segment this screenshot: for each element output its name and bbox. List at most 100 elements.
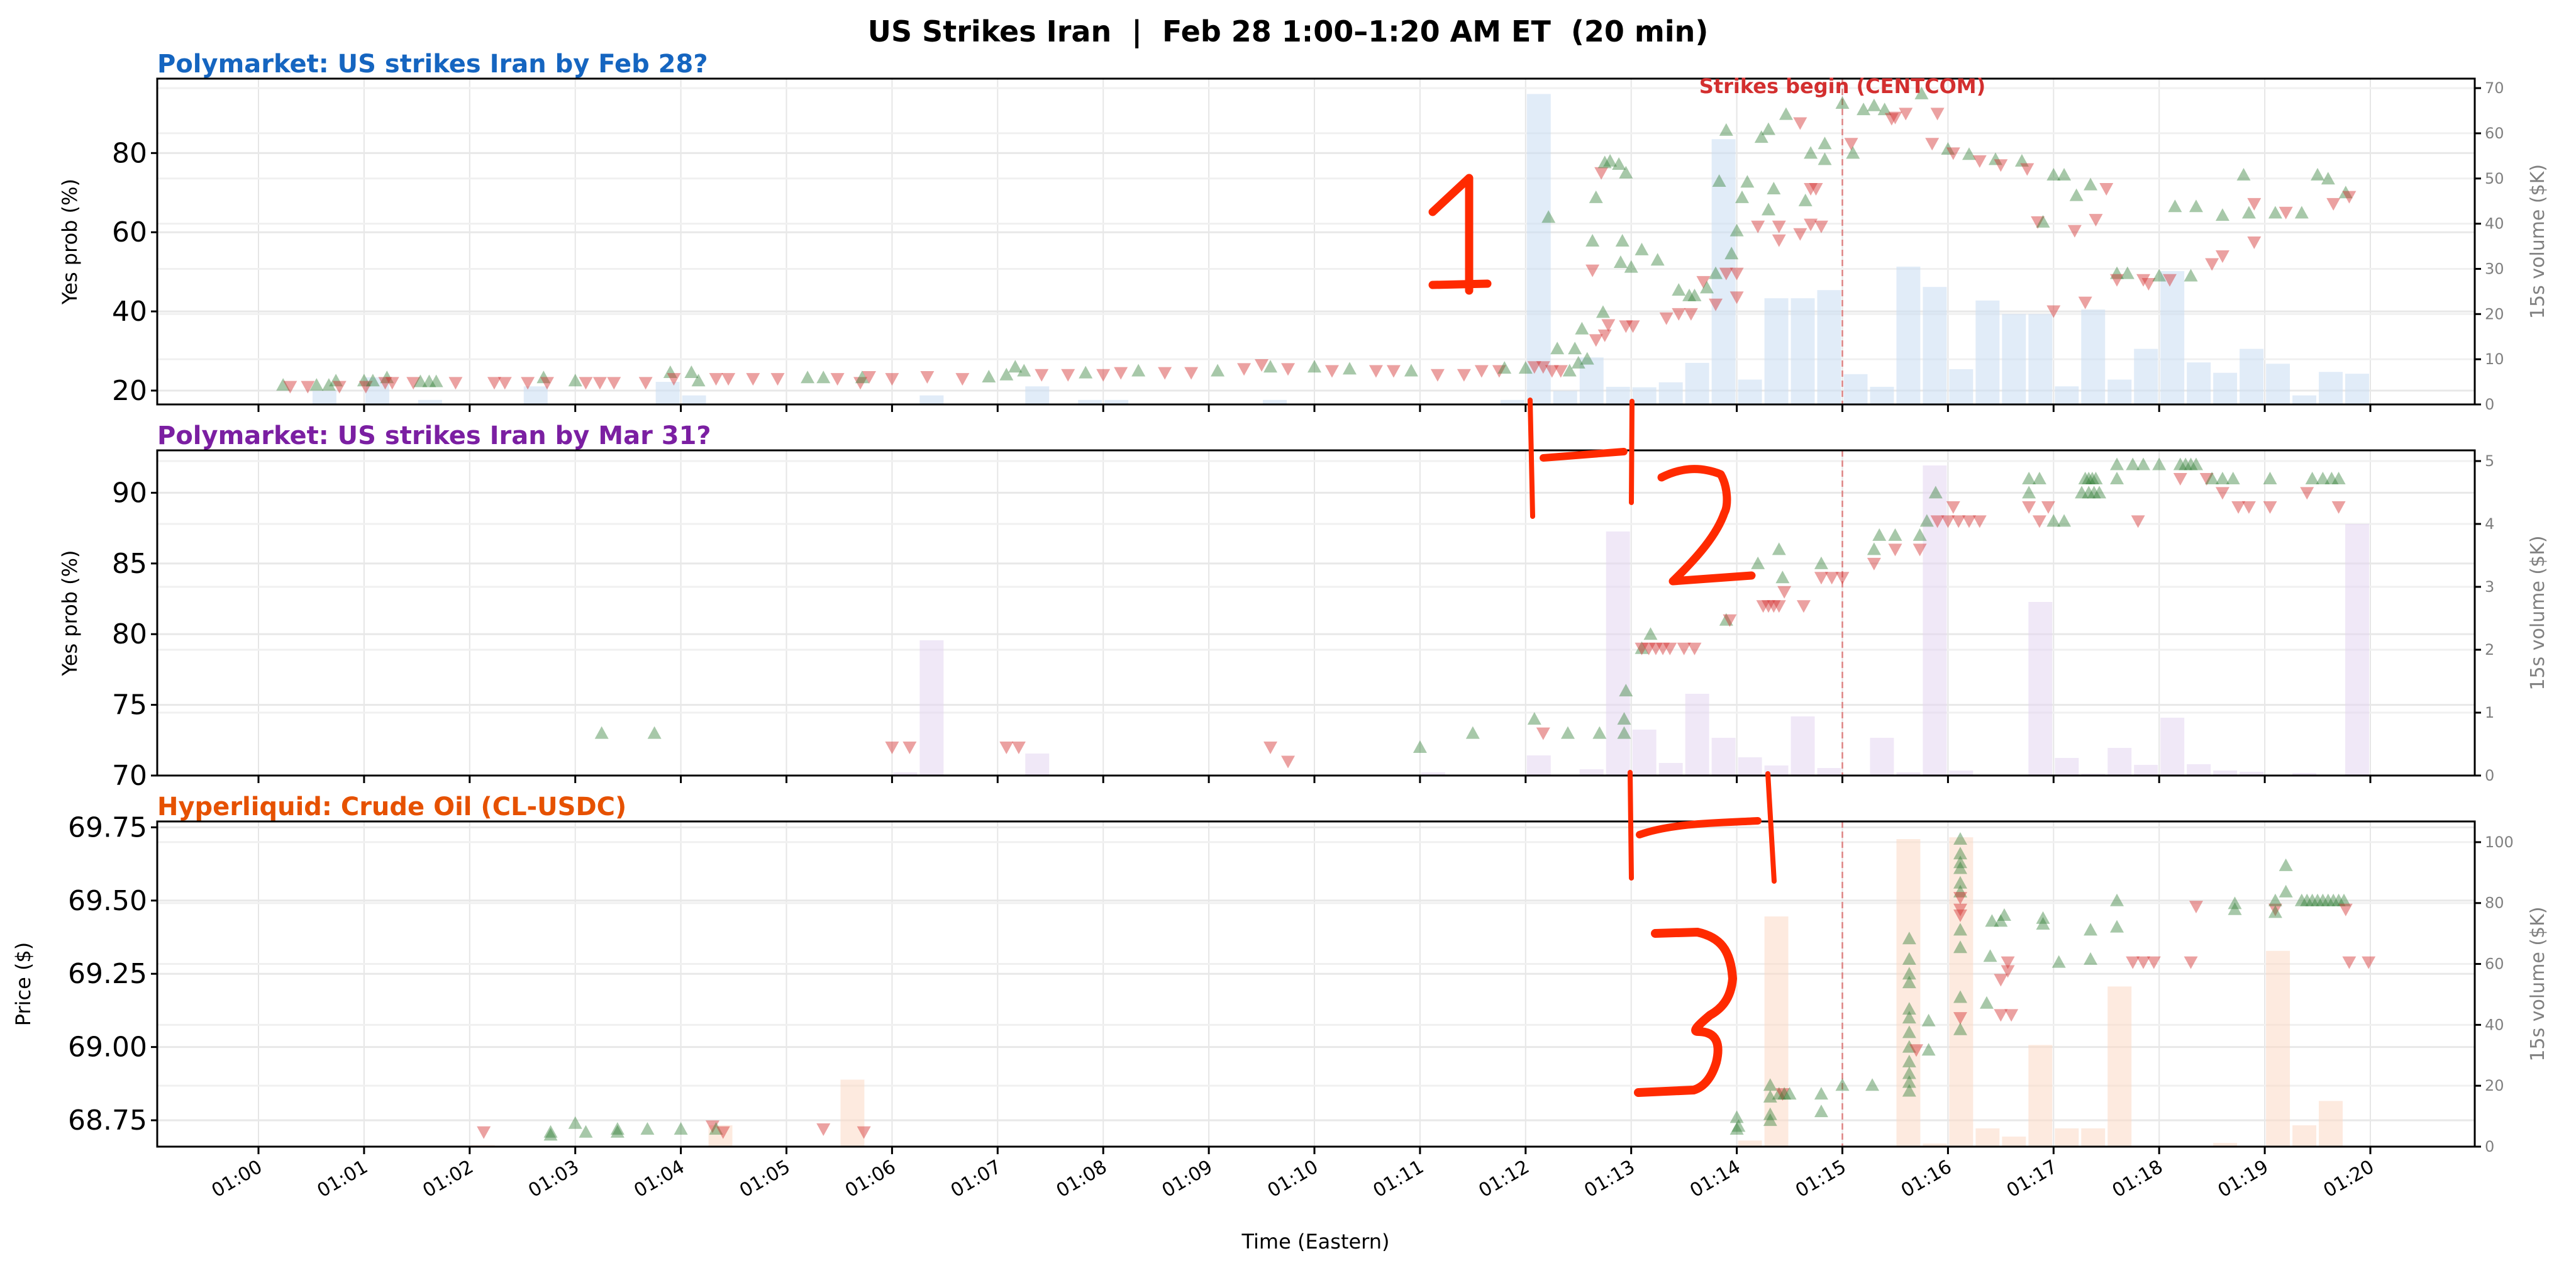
buy-trade-marker xyxy=(1772,1087,1786,1100)
volume-bar xyxy=(2055,1128,2079,1147)
buy-trade-marker xyxy=(1580,352,1594,365)
sell-trade-marker xyxy=(1867,557,1881,570)
buy-trade-marker xyxy=(2189,457,2203,470)
sell-trade-marker xyxy=(301,381,315,394)
sell-trade-marker xyxy=(830,373,845,386)
sell-trade-marker xyxy=(579,377,593,390)
volume-bar xyxy=(1632,730,1657,776)
buy-trade-marker xyxy=(610,1122,625,1135)
buy-trade-marker xyxy=(543,1125,558,1138)
figure-title: US Strikes Iran | Feb 28 1:00–1:20 AM ET… xyxy=(868,14,1709,49)
buy-trade-marker xyxy=(1979,996,1994,1009)
buy-trade-marker xyxy=(1877,103,1892,116)
sell-trade-marker xyxy=(1597,329,1612,342)
volume-bar xyxy=(1526,755,1551,776)
buy-trade-marker xyxy=(1928,486,1943,499)
volume-bar xyxy=(1526,94,1551,404)
panel-title: Polymarket: US strikes Iran by Feb 28? xyxy=(157,50,708,79)
buy-trade-marker xyxy=(1867,542,1881,555)
buy-trade-marker xyxy=(2326,893,2341,906)
buy-trade-marker xyxy=(594,726,609,739)
panel-title: Polymarket: US strikes Iran by Mar 31? xyxy=(157,421,711,450)
volume-bar xyxy=(1579,769,1604,776)
buy-trade-marker xyxy=(2189,199,2203,213)
buy-trade-marker xyxy=(1983,949,1997,962)
volume-bar xyxy=(1606,386,1630,404)
buy-trade-marker xyxy=(816,370,831,384)
sell-trade-marker xyxy=(1585,264,1600,277)
y2-tick-label: 3 xyxy=(2485,578,2494,596)
volume-bar xyxy=(2055,386,2079,404)
buy-trade-marker xyxy=(2279,884,2293,898)
sell-trade-marker xyxy=(487,377,501,390)
y2-tick-label: 100 xyxy=(2485,833,2514,851)
volume-bar xyxy=(840,1079,865,1147)
y2-axis-label: 15s volume ($K) xyxy=(2527,535,2549,690)
buy-trade-marker xyxy=(663,365,677,379)
buy-trade-marker xyxy=(536,370,551,384)
sell-trade-marker xyxy=(1953,1012,1967,1025)
volume-bar xyxy=(1104,399,1129,404)
buy-trade-marker xyxy=(1953,847,1967,860)
y2-tick-label: 10 xyxy=(2485,350,2504,368)
buy-trade-marker xyxy=(1953,923,1967,936)
sell-trade-marker xyxy=(521,377,535,390)
sell-trade-marker xyxy=(1824,572,1839,585)
buy-trade-marker xyxy=(1775,570,1790,584)
sell-trade-marker xyxy=(2067,225,2082,238)
sell-trade-marker xyxy=(1844,138,1858,151)
sell-trade-marker xyxy=(1946,147,1960,160)
sell-trade-marker xyxy=(1775,1088,1790,1101)
buy-trade-marker xyxy=(855,370,869,384)
sell-trade-marker xyxy=(857,1126,871,1139)
buy-trade-marker xyxy=(1729,1122,1744,1135)
buy-trade-marker xyxy=(2110,471,2124,484)
buy-trade-marker xyxy=(1994,914,2008,927)
sell-trade-marker xyxy=(2046,305,2061,318)
buy-trade-marker xyxy=(674,1122,688,1135)
buy-trade-marker xyxy=(1902,932,1916,945)
sell-trade-marker xyxy=(1994,1009,2008,1022)
buy-trade-marker xyxy=(1953,884,1967,898)
buy-trade-marker xyxy=(1779,107,1793,120)
volume-bar xyxy=(1738,379,1762,404)
volume-bar xyxy=(1632,387,1657,404)
buy-trade-marker xyxy=(1888,528,1902,541)
sell-trade-marker xyxy=(1158,367,1172,380)
buy-trade-marker xyxy=(1953,1022,1967,1035)
buy-trade-marker xyxy=(709,1122,723,1135)
sell-trade-marker xyxy=(1951,515,1966,528)
annotation-bracket-2 xyxy=(1628,770,1777,884)
volume-bar xyxy=(1658,382,1683,404)
buy-trade-marker xyxy=(1724,247,1739,260)
sell-trade-marker xyxy=(497,377,512,390)
sell-trade-marker xyxy=(2215,250,2229,263)
sell-trade-marker xyxy=(2247,198,2262,211)
sell-trade-marker xyxy=(2205,258,2219,271)
buy-trade-marker xyxy=(2179,457,2193,470)
annotation-1 xyxy=(1428,174,1492,295)
sell-trade-marker xyxy=(1696,275,1711,289)
sell-trade-marker xyxy=(1946,501,1960,514)
sell-trade-marker xyxy=(1888,111,1902,125)
buy-trade-marker xyxy=(2268,206,2282,219)
buy-trade-marker xyxy=(1962,147,1976,160)
sell-trade-marker xyxy=(1553,365,1568,378)
sell-trade-marker xyxy=(1457,369,1471,382)
buy-trade-marker xyxy=(2228,902,2242,915)
buy-trade-marker xyxy=(2022,486,2036,499)
buy-trade-marker xyxy=(1585,234,1600,247)
sell-trade-marker xyxy=(1913,543,1927,557)
buy-trade-marker xyxy=(1719,613,1733,626)
sell-trade-marker xyxy=(2031,216,2045,229)
sell-trade-marker xyxy=(283,381,297,394)
buy-trade-marker xyxy=(2084,923,2098,936)
y-axis-label: Yes prob (%) xyxy=(58,550,82,676)
buy-trade-marker xyxy=(2316,893,2330,906)
volume-bar xyxy=(1870,738,1894,776)
buy-trade-marker xyxy=(2014,153,2029,167)
volume-bar xyxy=(2345,374,2369,404)
sell-trade-marker xyxy=(1474,365,1489,378)
sell-trade-marker xyxy=(448,377,463,390)
buy-trade-marker xyxy=(1985,914,1999,927)
